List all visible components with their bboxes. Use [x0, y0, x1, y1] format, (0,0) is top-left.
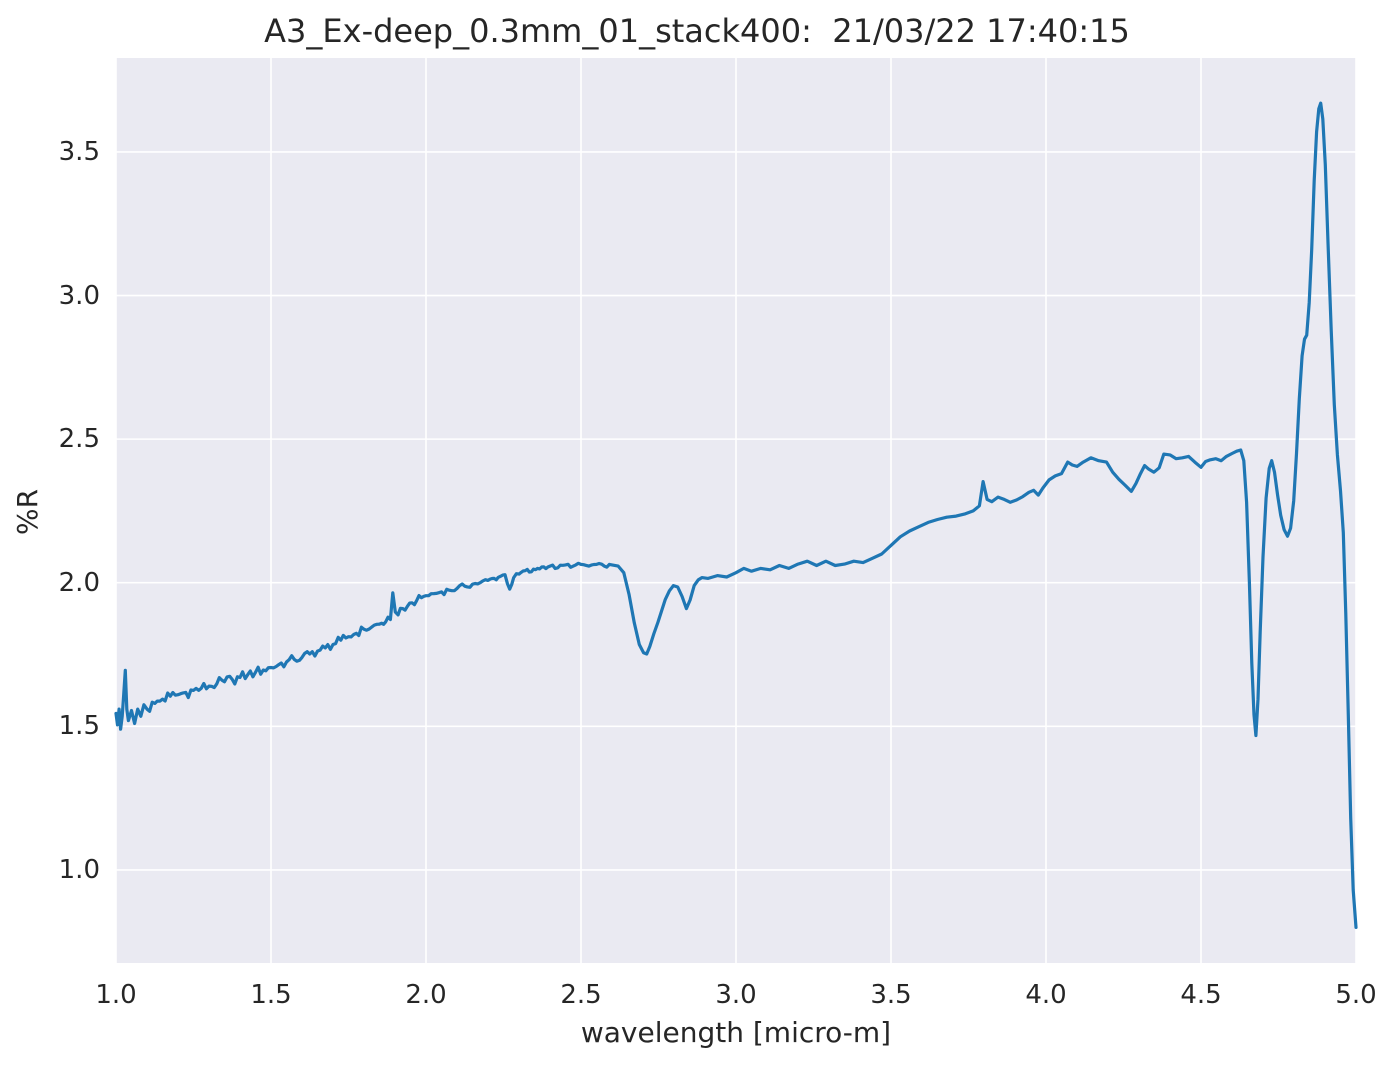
y-tick-label: 3.5 [58, 136, 100, 167]
y-tick-label: 1.0 [58, 854, 100, 885]
spectrum-line [114, 101, 1358, 929]
x-tick-label: 3.5 [870, 980, 912, 1010]
x-tick-label: 4.0 [1025, 980, 1067, 1010]
x-tick-label: 2.5 [560, 980, 602, 1010]
x-tick-label: 5.0 [1335, 980, 1377, 1010]
chart-title: A3_Ex-deep_0.3mm_01_stack400: 21/03/22 1… [264, 12, 1130, 50]
y-tick-label: 3.0 [58, 280, 100, 311]
x-tick-label: 2.0 [405, 980, 447, 1010]
x-tick-label: 1.0 [95, 980, 137, 1010]
x-tick-label: 3.0 [715, 980, 757, 1010]
x-tick-label: 1.5 [250, 980, 292, 1010]
y-tick-label: 2.0 [58, 567, 100, 598]
x-tick-label: 4.5 [1180, 980, 1222, 1010]
y-tick-label: 2.5 [58, 424, 100, 455]
y-tick-label: 1.5 [58, 711, 100, 742]
x-axis-label: wavelength [micro-m] [580, 1016, 892, 1049]
